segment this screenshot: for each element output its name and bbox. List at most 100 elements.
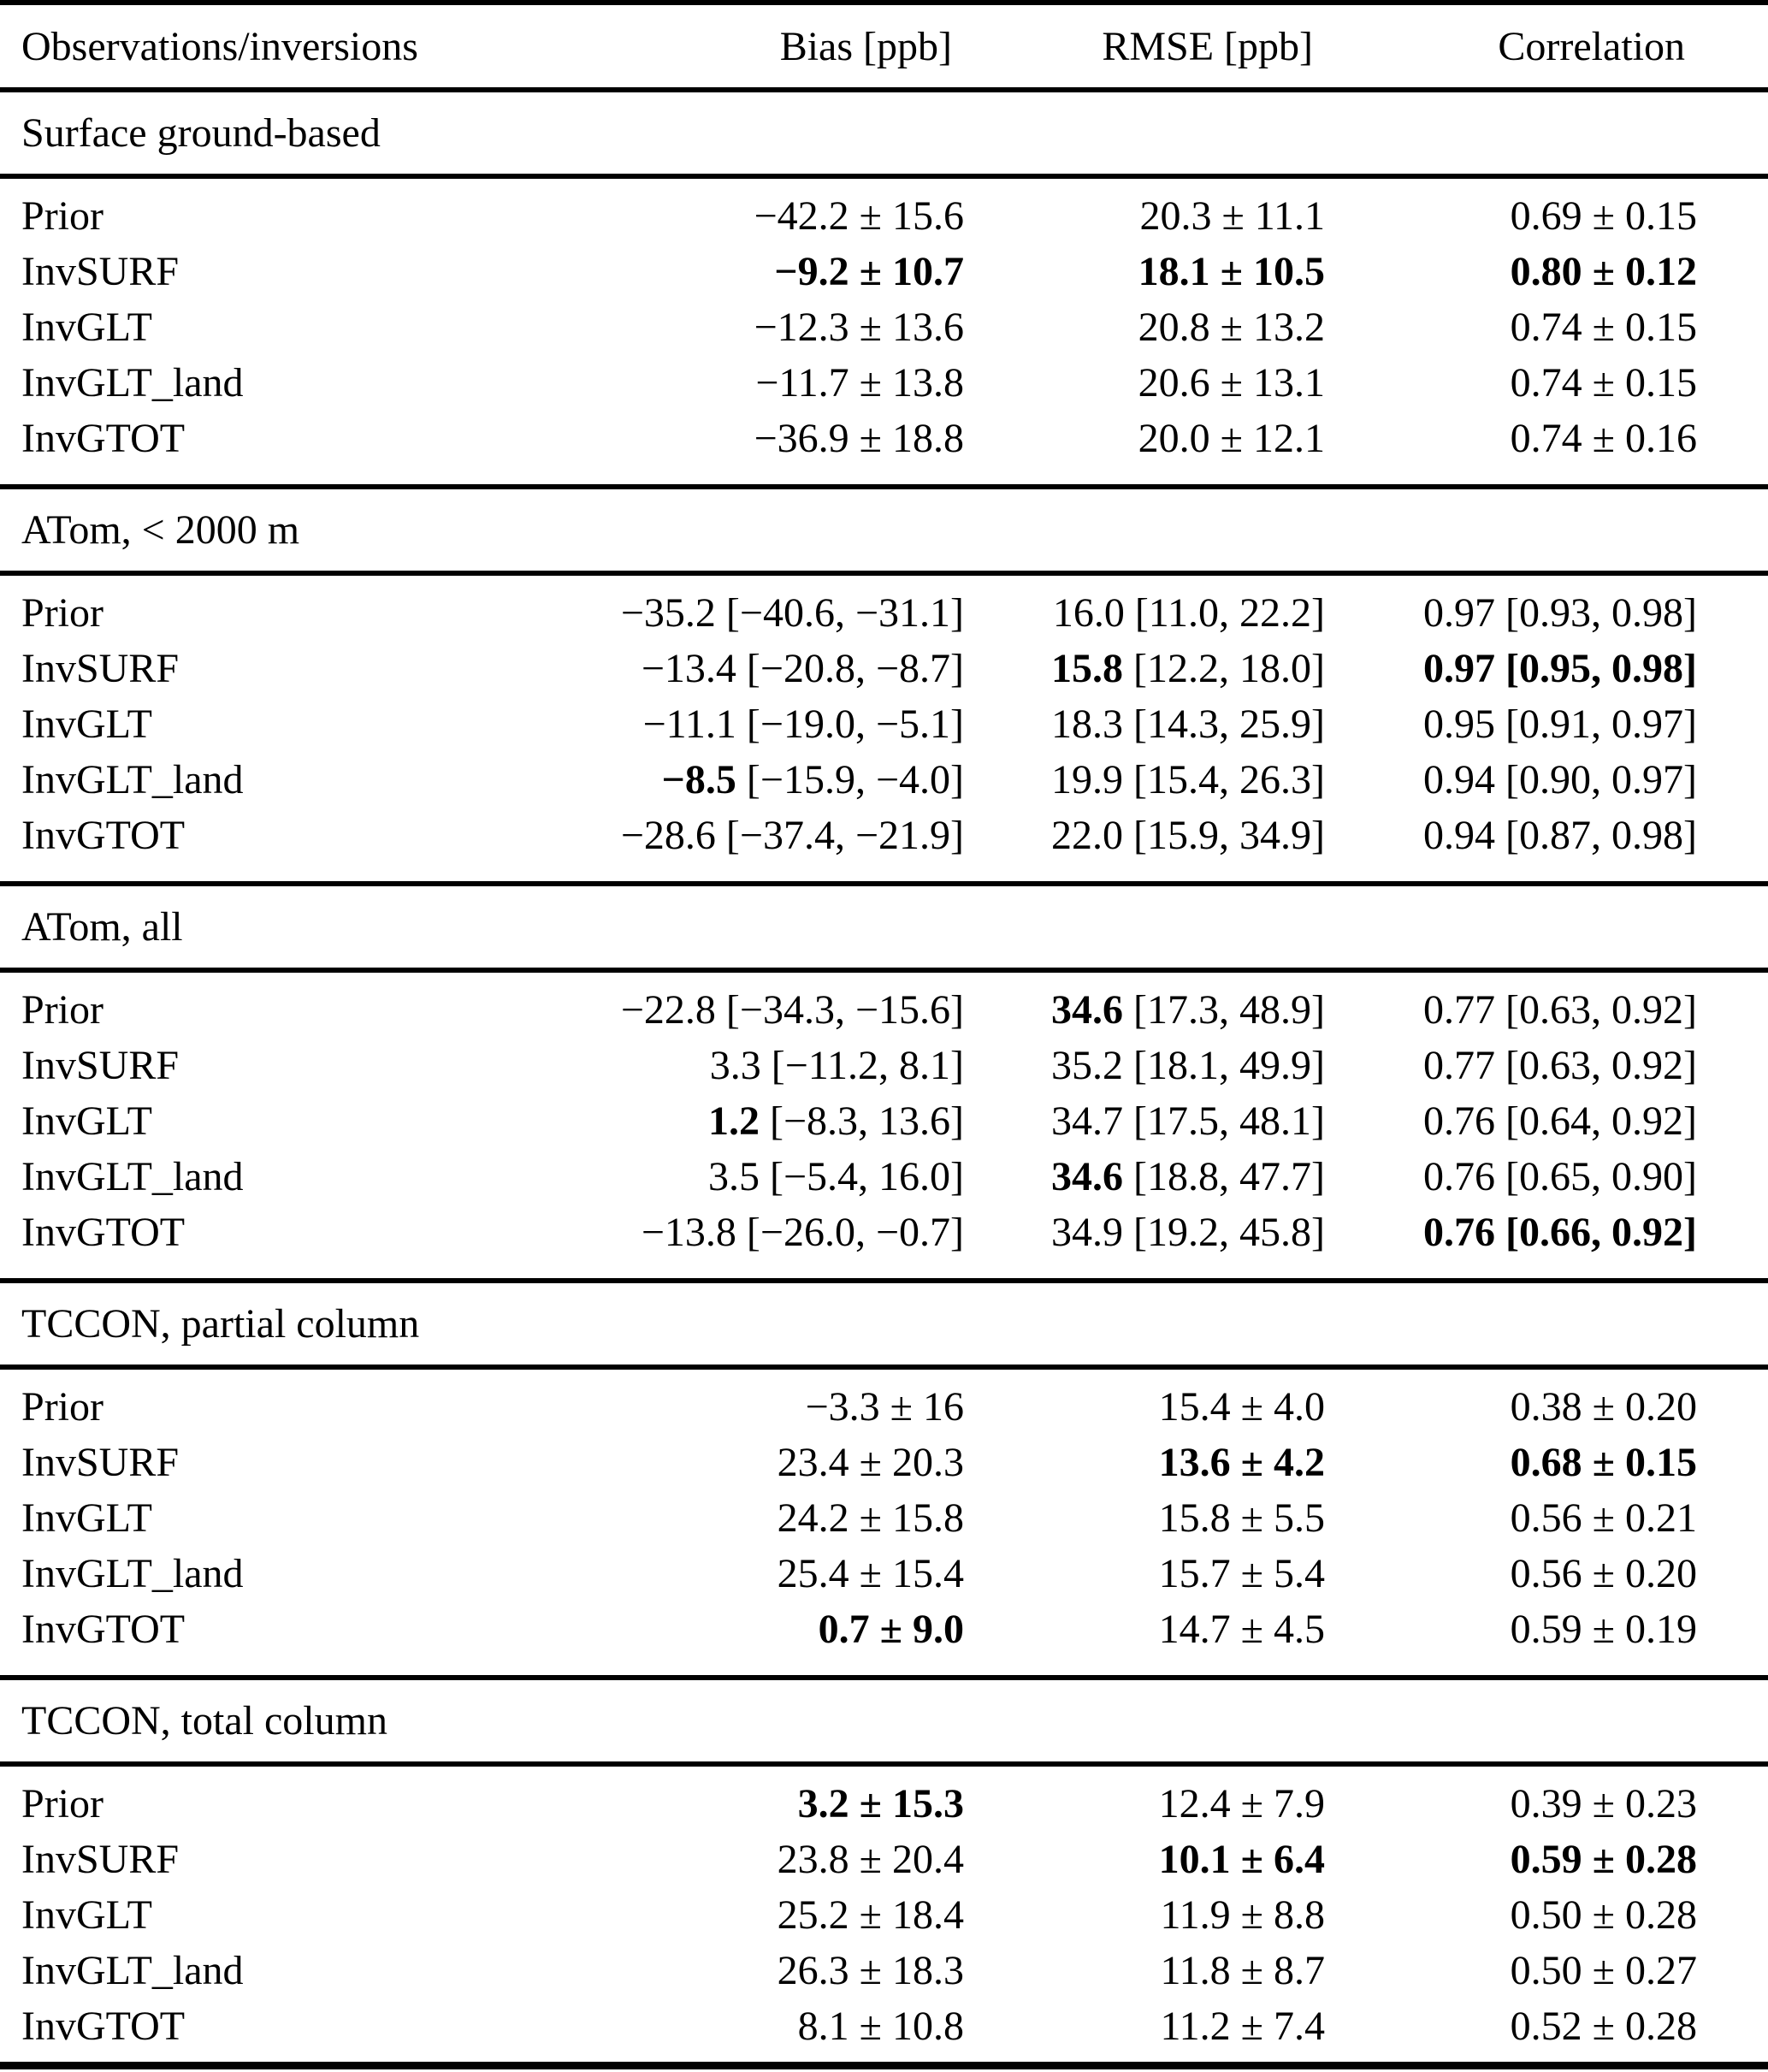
plain-segment: [18.8, 47.7] <box>1123 1154 1325 1199</box>
table-row: InvGLT −12.3 ± 13.6 20.8 ± 13.2 0.74 ± 0… <box>0 299 1768 355</box>
plain-segment: 34.7 [17.5, 48.1] <box>1051 1098 1325 1144</box>
bold-segment: 0.76 [0.66, 0.92] <box>1423 1210 1697 1255</box>
row-label: InvGLT_land <box>21 1948 244 1993</box>
rmse-cell: 20.3 ± 11.1 <box>964 188 1325 244</box>
plain-segment: 0.97 [0.93, 0.98] <box>1423 590 1697 636</box>
plain-segment: 12.4 ± 7.9 <box>1158 1781 1325 1826</box>
correlation-cell: 0.50 ± 0.27 <box>1325 1943 1697 1998</box>
column-header-correlation: Correlation <box>1498 23 1685 69</box>
rmse-cell: 22.0 [15.9, 34.9] <box>964 808 1325 863</box>
table-row: InvGLT_land 3.5 [−5.4, 16.0] 34.6 [18.8,… <box>0 1149 1768 1205</box>
bold-segment: 34.6 <box>1051 1154 1124 1199</box>
bold-segment: 0.7 ± 9.0 <box>818 1607 964 1652</box>
table-row: InvGTOT 0.7 ± 9.0 14.7 ± 4.5 0.59 ± 0.19 <box>0 1601 1768 1657</box>
correlation-cell: 0.56 ± 0.20 <box>1325 1546 1697 1601</box>
plain-segment: 35.2 [18.1, 49.9] <box>1051 1043 1325 1088</box>
section-header-surface-ground-based: Surface ground-based <box>0 92 1768 179</box>
row-label: InvSURF <box>21 1440 180 1485</box>
table-row: InvGLT_land −8.5 [−15.9, −4.0] 19.9 [15.… <box>0 752 1768 808</box>
row-label: InvSURF <box>21 1043 180 1088</box>
rmse-cell: 15.4 ± 4.0 <box>964 1379 1325 1435</box>
plain-segment: 0.74 ± 0.15 <box>1510 305 1697 350</box>
correlation-cell: 0.94 [0.90, 0.97] <box>1325 752 1697 808</box>
row-label: InvSURF <box>21 646 180 691</box>
plain-segment: 0.74 ± 0.15 <box>1510 360 1697 406</box>
row-label: InvGTOT <box>21 416 186 461</box>
bias-cell: 25.4 ± 15.4 <box>509 1546 964 1601</box>
table-row: InvGLT 25.2 ± 18.4 11.9 ± 8.8 0.50 ± 0.2… <box>0 1887 1768 1943</box>
column-header-rmse: RMSE [ppb] <box>1102 23 1313 69</box>
row-label: InvGLT <box>21 702 152 747</box>
row-label: InvGLT <box>21 1495 152 1541</box>
plain-segment: −3.3 ± 16 <box>805 1384 964 1430</box>
rmse-cell: 20.0 ± 12.1 <box>964 411 1325 466</box>
table-row: InvGLT 1.2 [−8.3, 13.6] 34.7 [17.5, 48.1… <box>0 1093 1768 1149</box>
plain-segment: 0.94 [0.90, 0.97] <box>1423 757 1697 802</box>
bias-cell: −13.8 [−26.0, −0.7] <box>509 1205 964 1260</box>
plain-segment: 3.5 [−5.4, 16.0] <box>707 1154 964 1199</box>
plain-segment: 0.50 ± 0.28 <box>1510 1892 1697 1938</box>
plain-segment: −22.8 [−34.3, −15.6] <box>620 987 964 1033</box>
bias-cell: 1.2 [−8.3, 13.6] <box>509 1093 964 1149</box>
row-label: Prior <box>21 1384 103 1430</box>
correlation-cell: 0.76 [0.66, 0.92] <box>1325 1205 1697 1260</box>
plain-segment: 14.7 ± 4.5 <box>1158 1607 1325 1652</box>
rmse-cell: 15.7 ± 5.4 <box>964 1546 1325 1601</box>
bias-cell: −8.5 [−15.9, −4.0] <box>509 752 964 808</box>
plain-segment: −11.7 ± 13.8 <box>755 360 964 406</box>
section-block-tccon-partial: Prior −3.3 ± 16 15.4 ± 4.0 0.38 ± 0.20 I… <box>0 1370 1768 1680</box>
plain-segment: 26.3 ± 18.3 <box>777 1948 964 1993</box>
bold-segment: 10.1 ± 6.4 <box>1158 1837 1325 1882</box>
rmse-cell: 34.6 [17.3, 48.9] <box>964 982 1325 1038</box>
bias-cell: 0.7 ± 9.0 <box>509 1601 964 1657</box>
table-row: InvGLT 24.2 ± 15.8 15.8 ± 5.5 0.56 ± 0.2… <box>0 1490 1768 1546</box>
section-header-atom-all: ATom, all <box>0 886 1768 973</box>
plain-segment: 0.38 ± 0.20 <box>1510 1384 1697 1430</box>
correlation-cell: 0.94 [0.87, 0.98] <box>1325 808 1697 863</box>
plain-segment: 15.7 ± 5.4 <box>1158 1551 1325 1596</box>
rmse-cell: 10.1 ± 6.4 <box>964 1832 1325 1887</box>
correlation-cell: 0.59 ± 0.19 <box>1325 1601 1697 1657</box>
section-title: ATom, < 2000 m <box>21 507 300 553</box>
bias-cell: −35.2 [−40.6, −31.1] <box>509 585 964 641</box>
correlation-cell: 0.77 [0.63, 0.92] <box>1325 1038 1697 1093</box>
rmse-cell: 18.3 [14.3, 25.9] <box>964 696 1325 752</box>
row-label: InvGLT <box>21 1098 152 1144</box>
section-title: TCCON, total column <box>21 1698 387 1743</box>
bold-segment: 15.8 <box>1051 646 1124 691</box>
bold-segment: 0.59 ± 0.28 <box>1510 1837 1697 1882</box>
bias-cell: −12.3 ± 13.6 <box>509 299 964 355</box>
plain-segment: [12.2, 18.0] <box>1123 646 1325 691</box>
plain-segment: 0.50 ± 0.27 <box>1510 1948 1697 1993</box>
section-block-atom-2000m: Prior −35.2 [−40.6, −31.1] 16.0 [11.0, 2… <box>0 576 1768 886</box>
row-label: InvGLT <box>21 305 152 350</box>
correlation-cell: 0.74 ± 0.15 <box>1325 355 1697 411</box>
section-block-atom-all: Prior −22.8 [−34.3, −15.6] 34.6 [17.3, 4… <box>0 973 1768 1283</box>
correlation-cell: 0.77 [0.63, 0.92] <box>1325 982 1697 1038</box>
table-header-row: Observations/inversions Bias [ppb] RMSE … <box>0 5 1768 92</box>
plain-segment: 18.3 [14.3, 25.9] <box>1051 702 1325 747</box>
table-row: InvGTOT 8.1 ± 10.8 11.2 ± 7.4 0.52 ± 0.2… <box>0 1998 1768 2054</box>
table-row: InvGLT_land 25.4 ± 15.4 15.7 ± 5.4 0.56 … <box>0 1546 1768 1601</box>
table-row: Prior −42.2 ± 15.6 20.3 ± 11.1 0.69 ± 0.… <box>0 188 1768 244</box>
table-row: InvGLT_land −11.7 ± 13.8 20.6 ± 13.1 0.7… <box>0 355 1768 411</box>
row-label: InvGTOT <box>21 813 186 858</box>
rmse-cell: 15.8 ± 5.5 <box>964 1490 1325 1546</box>
bias-cell: −11.1 [−19.0, −5.1] <box>509 696 964 752</box>
table-row: InvGTOT −13.8 [−26.0, −0.7] 34.9 [19.2, … <box>0 1205 1768 1260</box>
table-row: InvSURF 23.8 ± 20.4 10.1 ± 6.4 0.59 ± 0.… <box>0 1832 1768 1887</box>
rmse-cell: 12.4 ± 7.9 <box>964 1776 1325 1832</box>
correlation-cell: 0.59 ± 0.28 <box>1325 1832 1697 1887</box>
row-label: Prior <box>21 193 103 239</box>
row-label: InvGLT <box>21 1892 152 1938</box>
bias-cell: −42.2 ± 15.6 <box>509 188 964 244</box>
row-label: InvGLT_land <box>21 1551 244 1596</box>
rmse-cell: 35.2 [18.1, 49.9] <box>964 1038 1325 1093</box>
rmse-cell: 14.7 ± 4.5 <box>964 1601 1325 1657</box>
table-row: InvGTOT −36.9 ± 18.8 20.0 ± 12.1 0.74 ± … <box>0 411 1768 466</box>
bold-segment: 0.68 ± 0.15 <box>1510 1440 1697 1485</box>
plain-segment: 23.8 ± 20.4 <box>777 1837 964 1882</box>
table-row: Prior −35.2 [−40.6, −31.1] 16.0 [11.0, 2… <box>0 585 1768 641</box>
section-title: Surface ground-based <box>21 110 381 156</box>
